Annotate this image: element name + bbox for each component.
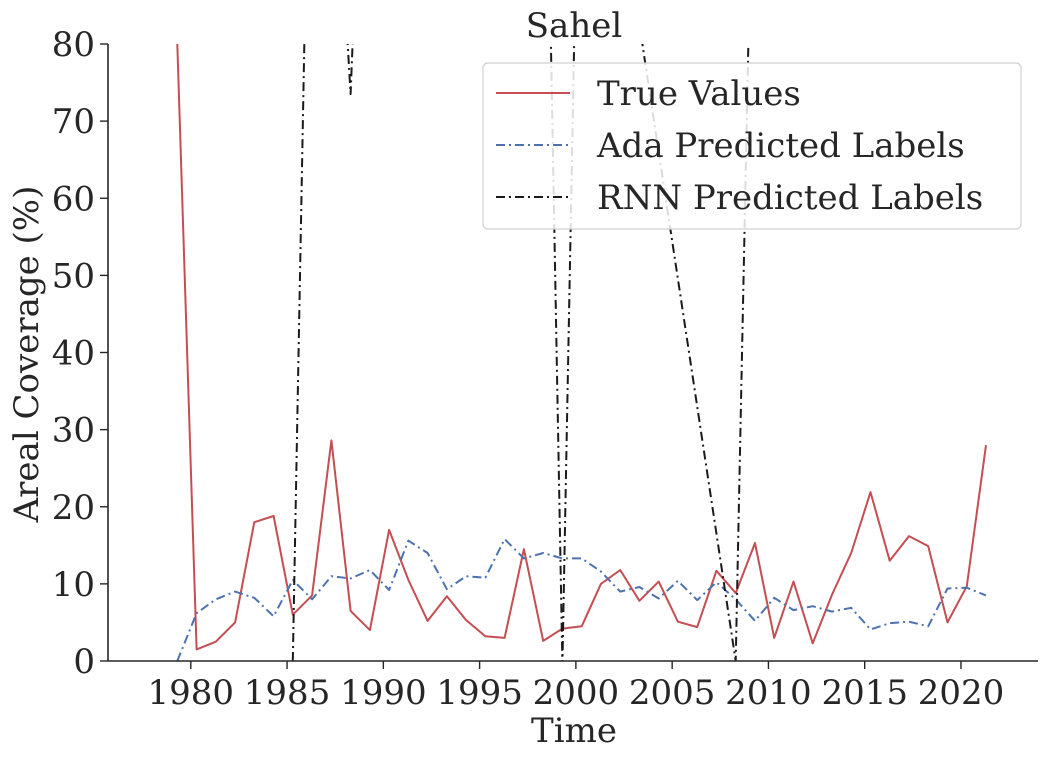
x-tick-label: 2020	[918, 673, 1005, 713]
y-axis-label: Areal Coverage (%)	[7, 186, 47, 524]
legend-box	[482, 62, 1022, 230]
series-line-1	[176, 44, 987, 651]
x-tick-label: 1995	[436, 673, 523, 713]
y-tick-label: 30	[52, 411, 95, 451]
y-tick-label: 70	[52, 102, 95, 142]
series-line-2	[176, 538, 987, 661]
legend-label-3: RNN Predicted Labels	[597, 178, 983, 218]
axes: 1980 1985 1990 1995 2000 2005 2010 2015 2020 0 10 2…	[52, 25, 1038, 713]
y-tick-label: 60	[52, 179, 95, 219]
legend-label-1: True Values	[597, 74, 801, 114]
y-tick-label: 40	[52, 334, 95, 374]
x-axis-label: Time	[531, 711, 617, 751]
y-tick-label: 80	[52, 25, 95, 65]
x-tick-label: 1985	[244, 673, 331, 713]
y-tick-label: 20	[52, 488, 95, 528]
legend: True Values Ada Predicted Labels RNN Predi…	[482, 62, 1022, 230]
y-tick-label: 0	[73, 642, 95, 682]
x-tick-label: 2000	[533, 673, 620, 713]
legend-label-2: Ada Predicted Labels	[596, 126, 965, 166]
y-tick-label: 50	[52, 256, 95, 296]
x-tick-label: 2015	[821, 673, 908, 713]
x-tick-label: 1980	[148, 673, 235, 713]
x-tick-label: 1990	[340, 673, 427, 713]
x-tick-label: 2010	[725, 673, 812, 713]
y-tick-label: 10	[52, 565, 95, 605]
x-tick-label: 2005	[629, 673, 716, 713]
chart-title: Sahel	[526, 6, 622, 46]
